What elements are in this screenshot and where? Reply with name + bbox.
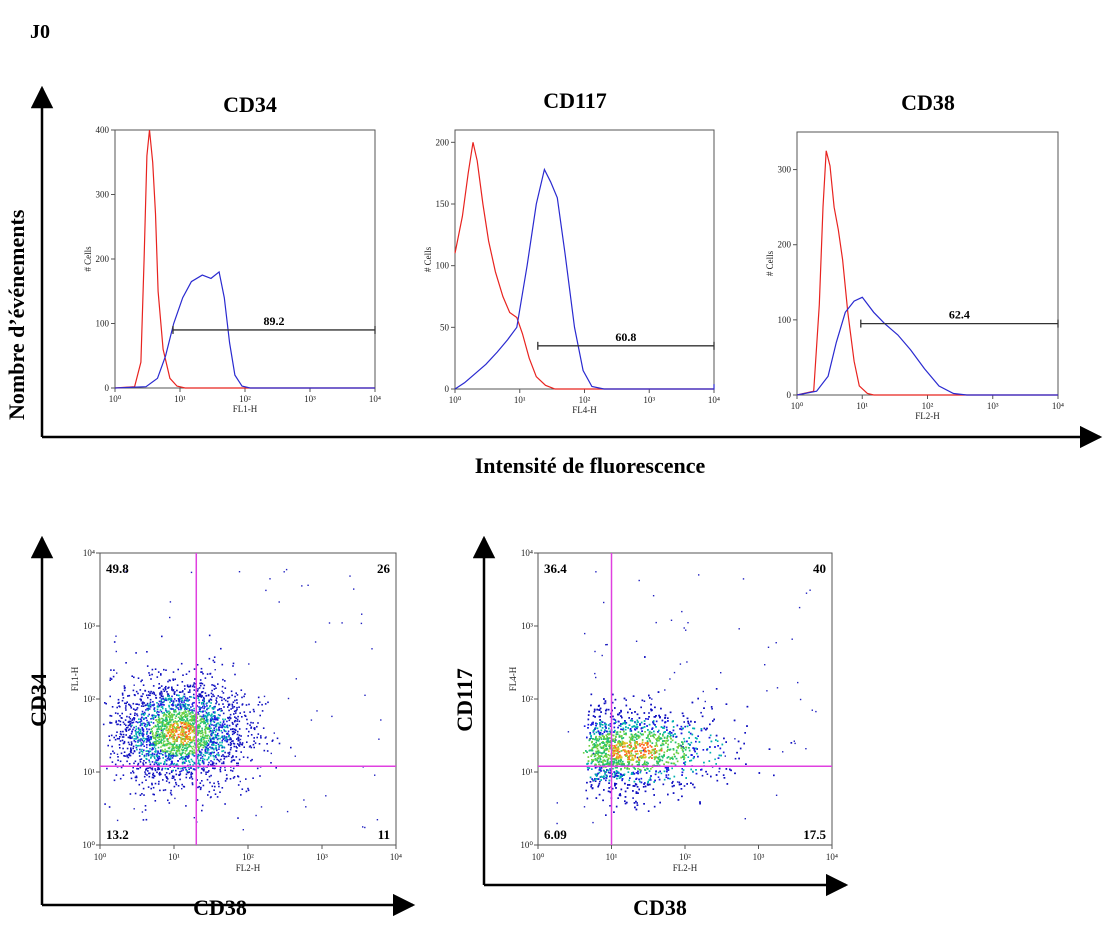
- event-dots: [102, 568, 382, 831]
- stained-curve: [454, 167, 715, 390]
- quadrant-label-top-right: 40: [813, 561, 826, 576]
- y-tick-label: 300: [778, 165, 792, 175]
- x-tick-label: 10²: [242, 852, 254, 862]
- x-tick-label: 10⁴: [390, 852, 402, 862]
- isotype-curve: [454, 142, 714, 390]
- x-tick-label: 10⁴: [369, 394, 381, 404]
- panel-label: J0: [30, 21, 50, 43]
- dotplot-ylabel: CD34: [26, 673, 51, 727]
- dotplot-2: CD38 CD117 10⁰ 10¹ 10² 10³ 10⁴ 10⁰ 10¹ 10² 10³ 10⁴ F…: [452, 535, 849, 920]
- x-axis-title: FL4-H: [572, 405, 597, 415]
- quadrant-label-bottom-left: 13.2: [106, 827, 129, 842]
- y-axis-title: # Cells: [765, 250, 775, 276]
- x-tick-label: 10³: [643, 395, 655, 405]
- y-tick-label: 200: [436, 137, 450, 147]
- top-ylabel: Nombre d’événements: [4, 209, 29, 420]
- y-axis-title: FL1-H: [70, 666, 80, 691]
- y-tick-label: 50: [440, 322, 450, 332]
- isotype-curve: [114, 129, 375, 389]
- quadrant-label-bottom-left: 6.09: [544, 827, 567, 842]
- x-tick-label: 10⁰: [109, 394, 122, 404]
- quadrant-label-top-left: 49.8: [106, 561, 129, 576]
- x-tick-label: 10³: [304, 394, 316, 404]
- gate-label: 60.8: [615, 330, 636, 344]
- y-tick-label: 400: [96, 125, 110, 135]
- x-tick-label: 10⁰: [532, 852, 545, 862]
- y-tick-label: 10¹: [521, 767, 533, 777]
- y-axis-title: # Cells: [423, 246, 433, 272]
- y-tick-label: 10²: [83, 694, 95, 704]
- x-tick-label: 10³: [753, 852, 765, 862]
- x-tick-label: 10⁰: [791, 401, 804, 411]
- plot-frame: [537, 552, 833, 846]
- stained-curve: [796, 296, 1058, 396]
- gate-label: 89.2: [263, 314, 284, 328]
- stained-curve: [114, 270, 375, 389]
- x-tick-label: 10²: [579, 395, 591, 405]
- plot-frame: [796, 131, 1059, 396]
- x-tick-label: 10⁴: [826, 852, 838, 862]
- x-tick-label: 10¹: [168, 852, 180, 862]
- x-tick-label: 10³: [316, 852, 328, 862]
- x-tick-label: 10⁰: [449, 395, 462, 405]
- quadrant-label-top-right: 26: [377, 561, 391, 576]
- histogram-2: CD117 0 50 100 150 200 10⁰ 10¹ 10² 10³ 10⁴ FL4-H # C…: [423, 88, 720, 415]
- x-tick-label: 10¹: [606, 852, 618, 862]
- histogram-3: CD38 0 100 200 300 10⁰ 10¹ 10² 10³ 10⁴ FL2-H # Cell…: [765, 90, 1064, 421]
- y-tick-label: 10⁰: [520, 840, 533, 850]
- y-axis-title: # Cells: [83, 246, 93, 272]
- x-tick-label: 10¹: [174, 394, 186, 404]
- event-dots: [556, 571, 817, 825]
- gate-label: 62.4: [949, 308, 970, 322]
- quadrant-label-top-left: 36.4: [544, 561, 567, 576]
- x-tick-label: 10¹: [514, 395, 526, 405]
- x-tick-label: 10²: [239, 394, 251, 404]
- y-tick-label: 10³: [83, 621, 95, 631]
- plot-frame: [114, 129, 376, 389]
- y-tick-label: 0: [445, 384, 450, 394]
- y-tick-label: 100: [96, 319, 110, 329]
- x-tick-label: 10²: [679, 852, 691, 862]
- dotplot-1: CD38 CD34 10⁰ 10¹ 10² 10³ 10⁴ 10⁰ 10¹ 10² 10³ 10⁴ FL…: [26, 535, 416, 920]
- x-tick-label: 10³: [987, 401, 999, 411]
- plot-frame: [99, 552, 397, 846]
- y-tick-label: 200: [778, 240, 792, 250]
- y-tick-label: 10⁴: [83, 548, 95, 558]
- x-axis-title: FL1-H: [233, 404, 258, 414]
- x-tick-label: 10⁰: [94, 852, 107, 862]
- histogram-title: CD38: [901, 90, 955, 115]
- y-tick-label: 10³: [521, 621, 533, 631]
- y-tick-label: 10²: [521, 694, 533, 704]
- x-axis-title: FL2-H: [236, 863, 261, 873]
- x-tick-label: 10²: [922, 401, 934, 411]
- dotplot-xlabel: CD38: [193, 895, 247, 920]
- y-tick-label: 150: [436, 199, 450, 209]
- top-xlabel: Intensité de fluorescence: [475, 453, 706, 478]
- quadrant-label-bottom-right: 17.5: [803, 827, 826, 842]
- dotplot-xlabel: CD38: [633, 895, 687, 920]
- y-tick-label: 10⁰: [82, 840, 95, 850]
- histogram-title: CD34: [223, 92, 277, 117]
- x-axis-title: FL2-H: [915, 411, 940, 421]
- x-axis-title: FL2-H: [673, 863, 698, 873]
- histogram-title: CD117: [543, 88, 607, 113]
- histogram-1: CD34 0 100 200 300 400 10⁰ 10¹ 10² 10³ 10⁴ FL1-H # C…: [83, 92, 381, 414]
- isotype-curve: [796, 150, 1058, 396]
- y-axis-title: FL4-H: [508, 666, 518, 691]
- y-tick-label: 10¹: [83, 767, 95, 777]
- y-tick-label: 0: [787, 390, 792, 400]
- y-tick-label: 300: [96, 190, 110, 200]
- y-tick-label: 0: [105, 383, 110, 393]
- x-tick-label: 10⁴: [708, 395, 720, 405]
- y-tick-label: 100: [436, 261, 450, 271]
- y-tick-label: 200: [96, 254, 110, 264]
- x-tick-label: 10⁴: [1052, 401, 1064, 411]
- plot-frame: [454, 129, 715, 390]
- y-tick-label: 10⁴: [521, 548, 533, 558]
- quadrant-label-bottom-right: 11: [378, 827, 390, 842]
- dotplot-ylabel: CD117: [452, 668, 477, 732]
- y-tick-label: 100: [778, 315, 792, 325]
- x-tick-label: 10¹: [856, 401, 868, 411]
